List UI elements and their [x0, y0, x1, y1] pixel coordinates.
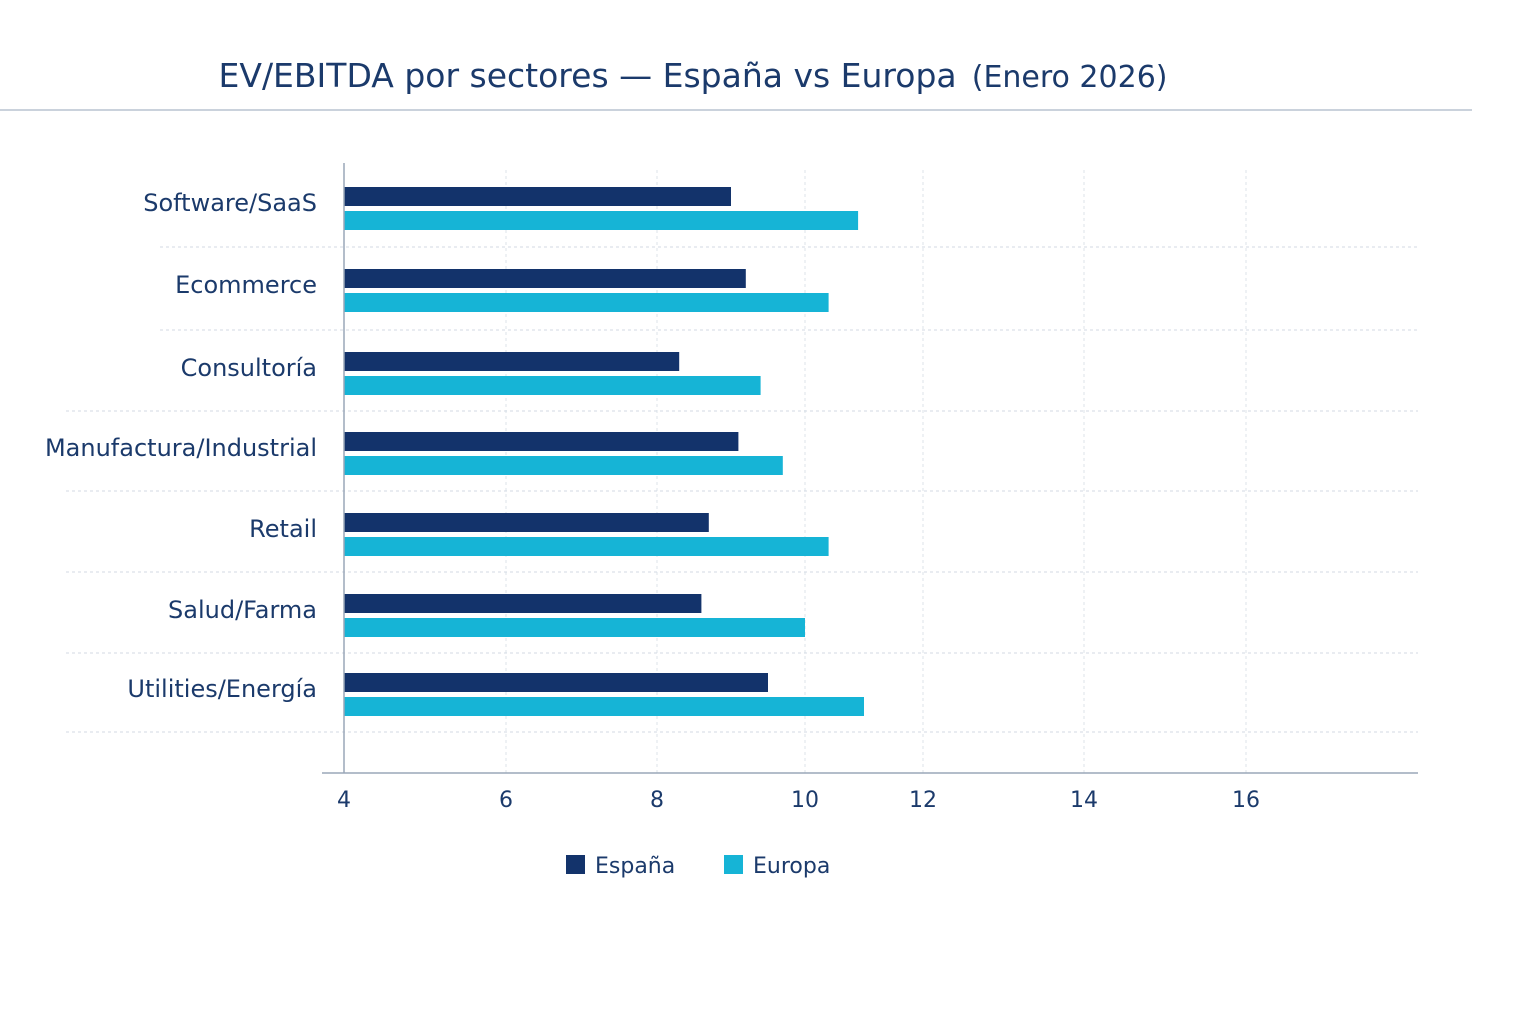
- x-tick-label: 6: [499, 788, 513, 813]
- bar-espana-3: [344, 432, 739, 451]
- bar-europa-2: [344, 376, 761, 395]
- svg-text:EV/EBITDA por sectores — Españ: EV/EBITDA por sectores — España vs Europ…: [219, 56, 1168, 95]
- legend-label: España: [595, 854, 675, 879]
- category-label: Salud/Farma: [168, 596, 317, 624]
- bar-espana-5: [344, 594, 702, 613]
- bar-europa-3: [344, 456, 783, 475]
- bar-europa-0: [344, 211, 859, 230]
- bar-europa-4: [344, 537, 829, 556]
- bar-espana-0: [344, 187, 731, 206]
- bar-espana-4: [344, 513, 709, 532]
- bar-espana-6: [344, 673, 768, 692]
- x-tick-label: 12: [909, 788, 937, 813]
- x-tick-label: 8: [650, 788, 664, 813]
- category-label: Manufactura/Industrial: [45, 434, 317, 462]
- x-tick-label: 16: [1232, 788, 1260, 813]
- bar-europa-5: [344, 618, 805, 637]
- x-tick-label: 14: [1070, 788, 1098, 813]
- legend-swatch: [724, 855, 743, 874]
- x-tick-label: 4: [337, 788, 351, 813]
- x-tick-label: 10: [791, 788, 819, 813]
- title-text: EV/EBITDA por sectores — España vs Europ…: [219, 56, 957, 95]
- legend-label: Europa: [753, 854, 830, 879]
- chart-title: EV/EBITDA por sectores — España vs Europ…: [219, 56, 1168, 95]
- category-label: Ecommerce: [175, 271, 317, 299]
- bar-espana-2: [344, 352, 680, 371]
- legend: España Europa: [566, 854, 830, 879]
- category-label: Retail: [249, 515, 317, 543]
- bar-europa-1: [344, 293, 829, 312]
- category-label: Software/SaaS: [143, 189, 317, 217]
- category-label: Utilities/Energía: [127, 675, 317, 703]
- bar-espana-1: [344, 269, 746, 288]
- legend-swatch: [566, 855, 585, 874]
- category-label: Consultoría: [181, 354, 317, 382]
- subtitle-text: (Enero 2026): [972, 60, 1168, 95]
- bar-europa-6: [344, 697, 864, 716]
